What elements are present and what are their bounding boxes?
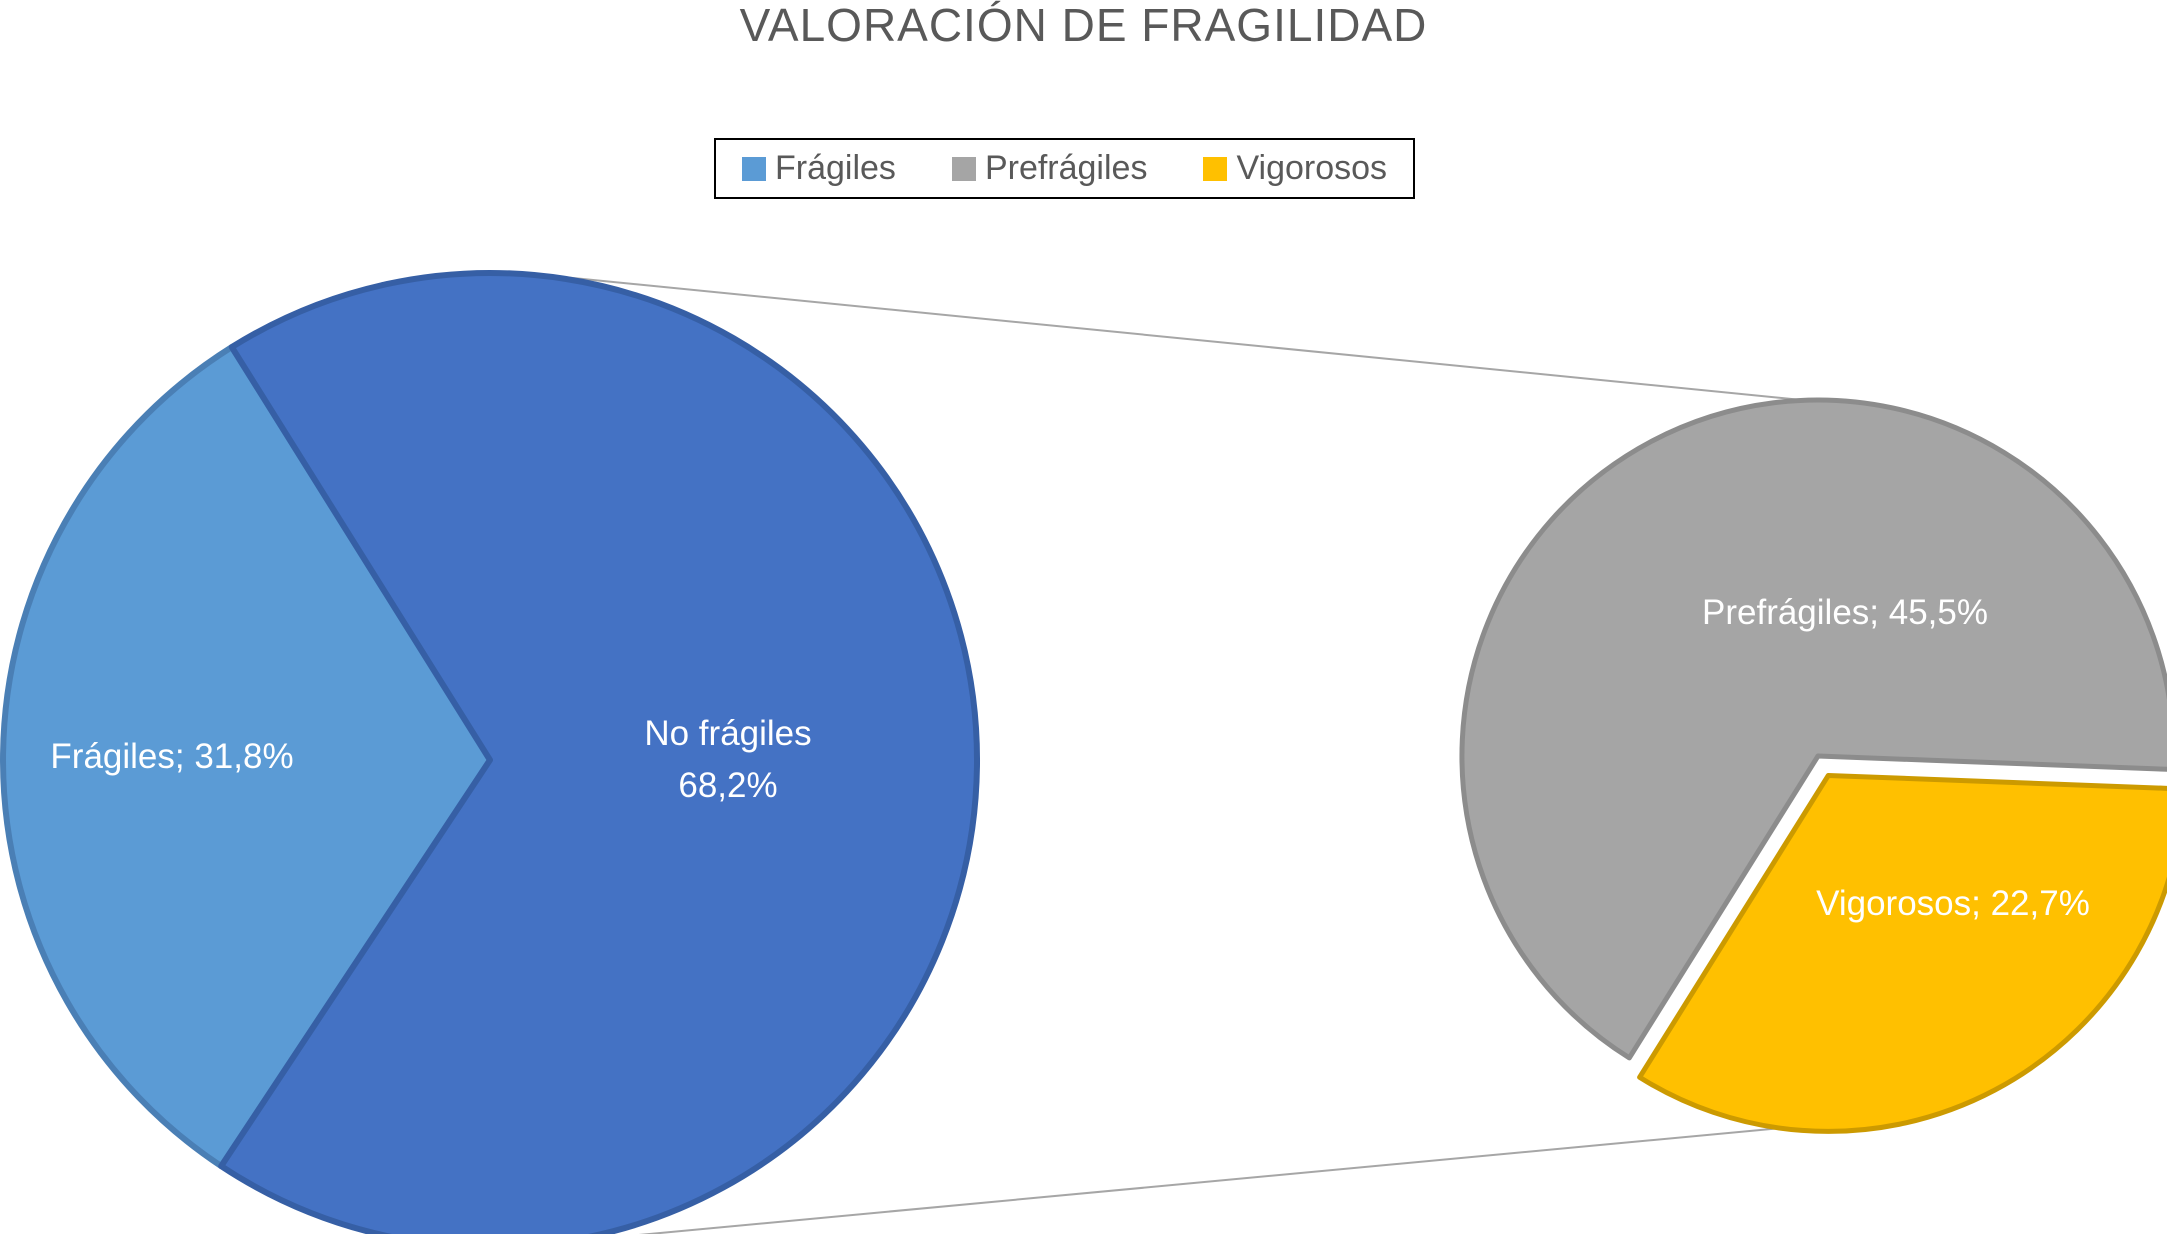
pie-slice-no-fragiles xyxy=(218,270,980,1234)
data-labels: Frágiles; 31,8% No frágiles 68,2% Prefrágil… xyxy=(50,593,2089,923)
legend-item-fragiles: Frágiles xyxy=(742,149,896,188)
legend-item-prefragiles: Prefrágiles xyxy=(951,149,1148,188)
chart-title: VALORACIÓN DE FRAGILIDAD xyxy=(739,0,1428,51)
legend-swatch-vigorosos xyxy=(1203,156,1228,181)
legend-label: Frágiles xyxy=(775,149,896,187)
data-label-vigorosos: Vigorosos; 22,7% xyxy=(1816,884,2090,923)
legend: Frágiles Prefrágiles Vigorosos xyxy=(714,138,1416,199)
pie-slice-prefragiles xyxy=(1459,397,2167,1061)
legend-swatch-fragiles xyxy=(742,156,766,181)
legend-label: Prefrágiles xyxy=(984,149,1148,187)
data-label-prefragiles: Prefrágiles; 45,5% xyxy=(1702,593,1988,632)
legend-label: Vigorosos xyxy=(1236,149,1388,187)
legend-item-vigorosos: Vigorosos xyxy=(1203,149,1387,188)
connector-line-top xyxy=(552,275,1823,403)
secondary-pie xyxy=(1459,397,2167,1134)
data-label-no-fragiles: No frágiles 68,2% xyxy=(644,714,811,805)
legend-swatch-prefragiles xyxy=(951,156,976,181)
pie-slice-vigorosos xyxy=(1637,772,2167,1134)
data-label-fragiles: Frágiles; 31,8% xyxy=(50,737,293,776)
pie-slice-fragiles xyxy=(0,344,493,1170)
connector-line-bottom xyxy=(638,1123,1825,1234)
primary-pie xyxy=(0,270,980,1234)
connector-lines xyxy=(552,275,1825,1234)
